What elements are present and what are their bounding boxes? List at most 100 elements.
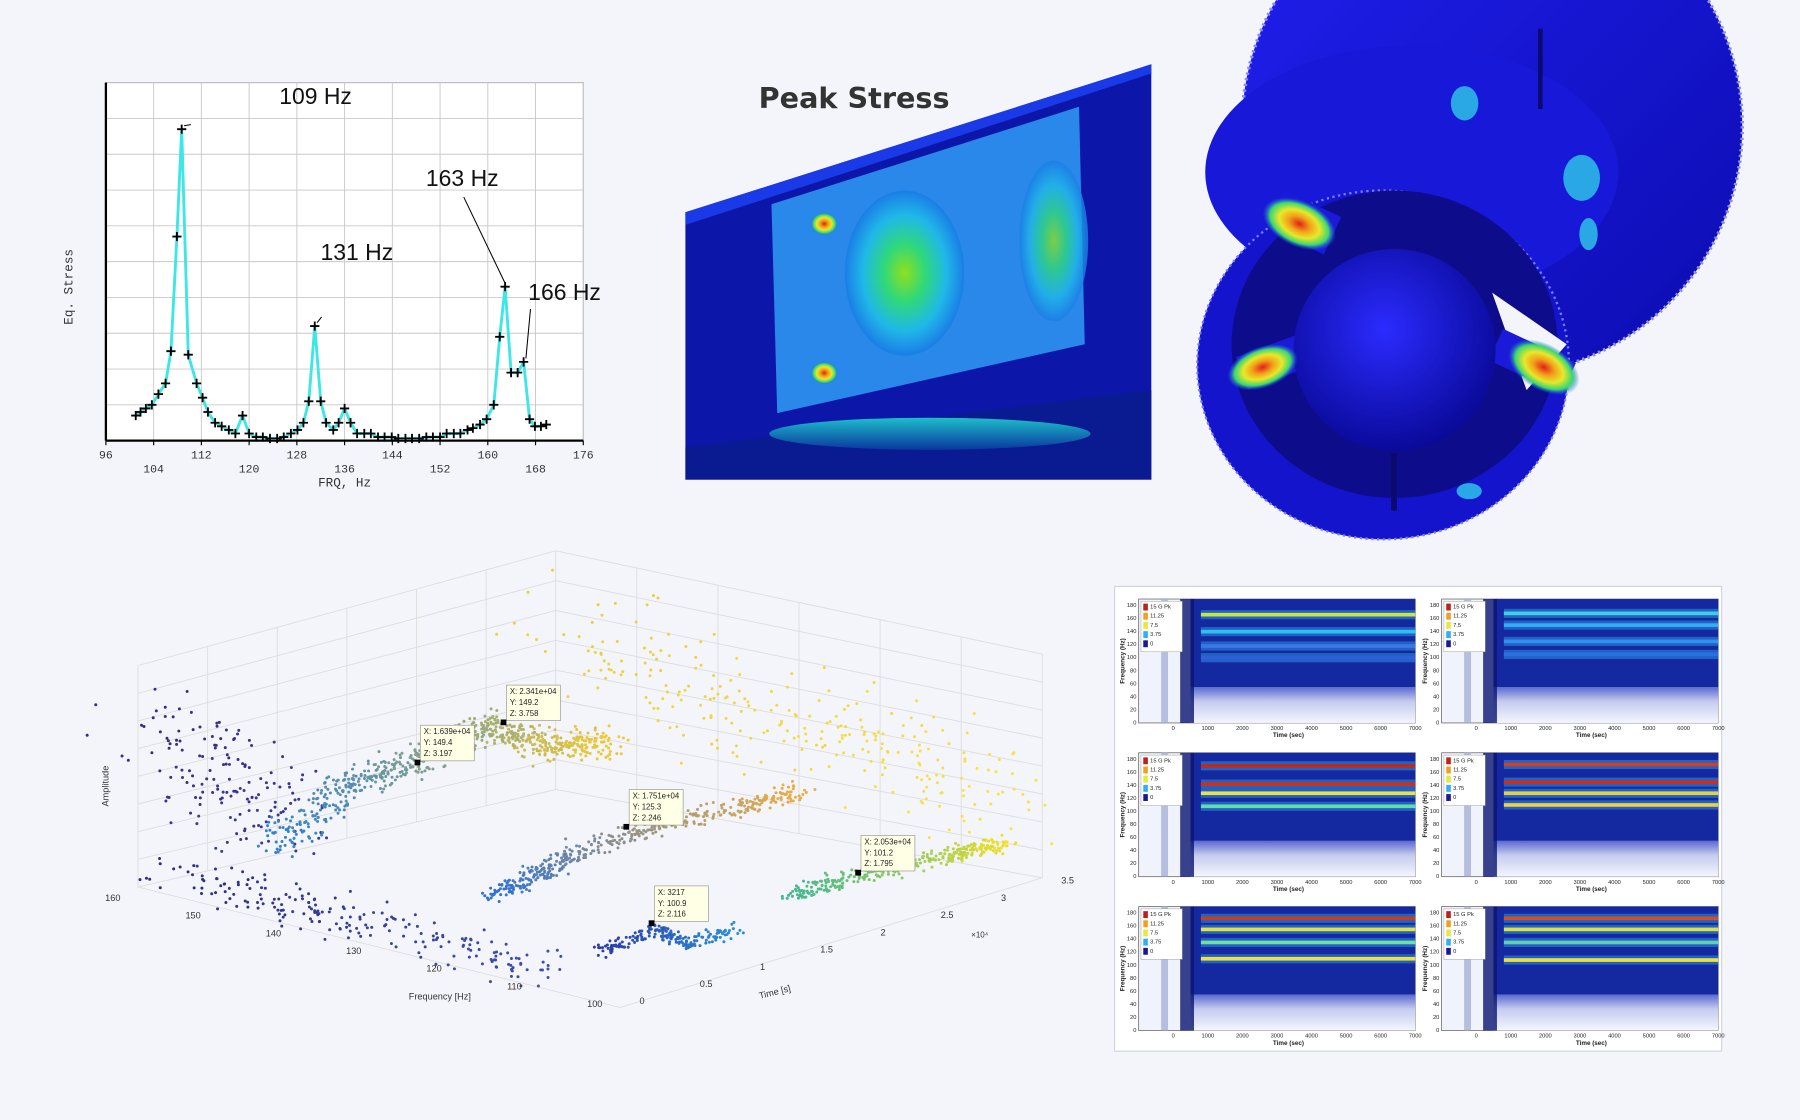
scatter-point [191,774,195,778]
spectro-x-tick: 2000 [1539,880,1552,886]
spectro-y-tick: 60 [1130,989,1136,995]
scatter-point [264,829,268,833]
scatter-point [731,927,735,931]
scatter-point [272,740,276,744]
scatter-point [654,830,658,834]
scatter-point [790,672,794,676]
scatter-point [299,808,303,812]
scatter-point [329,816,333,820]
scatter-point [698,944,702,948]
scatter-point [404,766,408,770]
scatter-point [966,844,970,848]
scatter-point [541,862,545,866]
scatter-point [627,942,631,946]
scatter-point [217,720,221,724]
scatter-point [791,784,795,788]
scatter-point [584,853,588,857]
scatter-point [553,746,557,750]
scatter-point [493,728,497,732]
scatter-point [566,753,570,757]
scatter-point [747,704,751,708]
spectro-stripe [1161,906,1169,1031]
scatter-point [626,738,630,742]
scatter-point [504,884,508,888]
scatter-point [503,879,507,883]
scatter-point [264,820,268,824]
scatter-point [804,739,808,743]
scatter-point [843,806,847,809]
scatter-point [288,838,292,842]
spectro-x-tick: 3000 [1271,880,1284,886]
scatter-point [236,880,240,884]
scatter-point [225,790,229,794]
scatter-point [825,873,829,877]
scatter-point [925,852,929,856]
scatter-point [550,736,554,740]
spectro-y-tick: 180 [1127,757,1137,763]
scatter-point [276,850,280,854]
scatter-point [954,841,958,845]
scatter-point [827,889,831,893]
scatter-point [491,729,495,733]
scatter-point [792,736,796,740]
scatter-point [283,843,287,847]
scatter-point [272,781,276,785]
scatter-point [535,733,539,736]
scatter-point [599,668,603,672]
scatter-point [820,883,824,887]
scatter-point [823,871,827,875]
scatter-point [542,876,546,880]
scatter-point [541,740,545,744]
scatter-point [511,731,515,735]
scatter-point [633,838,637,842]
scatter-point [516,750,520,754]
scatter-point [731,797,735,801]
scatter-point [158,769,162,773]
scatter-point [281,810,285,814]
scatter-point [786,796,790,800]
scatter-point [517,957,521,961]
spectro-stripe [1161,599,1169,723]
scatter-point [965,852,969,856]
spectro-band [1200,763,1416,768]
scatter-point [482,928,486,932]
scatter-point [343,804,347,808]
scatter-point [816,887,820,891]
scatter-point [607,667,611,671]
scatter-point [328,804,332,808]
scatter-point [386,772,390,776]
scatter-point [608,939,612,943]
scatter-point [480,735,484,739]
scatter-point [684,824,688,828]
scatter-point [739,709,743,713]
scatter-point [220,796,224,800]
scatter-point [148,877,152,881]
scatter-point [785,729,789,733]
scatter-point [311,801,315,805]
scatter-point [897,872,901,876]
scatter-point [363,769,367,773]
scatter-point [480,962,484,966]
scatter-point [223,882,227,886]
scatter-point [679,698,683,702]
scatter-point [646,929,650,933]
z-axis-label: Amplitude [100,766,110,807]
spectro-x-tick: 5000 [1643,880,1656,886]
scatter-point [617,735,621,739]
scatter-point [543,732,547,736]
frequency-tick: 140 [266,928,281,938]
marker [160,378,171,388]
scatter-point [292,845,296,849]
scatter-point [722,930,726,934]
scatter-point [708,697,712,701]
scatter-point [250,743,254,747]
scatter-point [308,917,312,921]
scatter-point [643,837,647,841]
scatter-point [313,897,317,901]
spectro-y-tick: 20 [1433,861,1439,867]
scatter-point [674,825,678,829]
scatter-point [656,719,660,723]
scatter-point [604,744,608,748]
scatter-point [488,980,492,984]
scatter-point [951,854,955,858]
